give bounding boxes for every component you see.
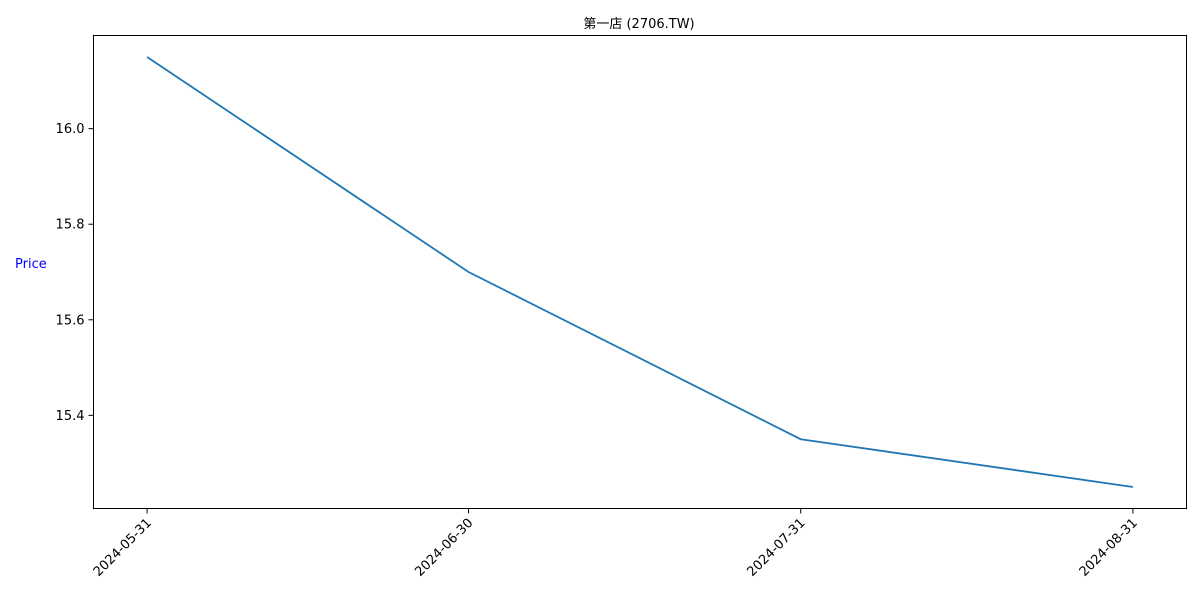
y-tick-label: 16.0 — [56, 122, 85, 137]
x-tick-label: 2024-06-30 — [412, 516, 476, 580]
chart-title: 第一店 (2706.TW) — [583, 17, 694, 32]
y-axis-ticks: 15.4 15.6 15.8 16.0 — [56, 122, 94, 424]
y-tick-label: 15.6 — [56, 313, 85, 328]
x-axis-ticks: 2024-05-31 2024-06-30 2024-07-31 2024-08-31 — [91, 508, 1141, 580]
x-tick-label: 2024-07-31 — [745, 516, 809, 580]
y-tick-label: 15.4 — [56, 409, 85, 424]
plot-area-frame — [93, 35, 1187, 509]
y-axis-label: Price — [15, 257, 47, 272]
x-tick-label: 2024-08-31 — [1077, 516, 1141, 580]
x-tick-label: 2024-05-31 — [91, 516, 155, 580]
series-group — [146, 56, 1134, 488]
price-line — [146, 56, 1134, 488]
y-tick-label: 15.8 — [56, 218, 85, 233]
